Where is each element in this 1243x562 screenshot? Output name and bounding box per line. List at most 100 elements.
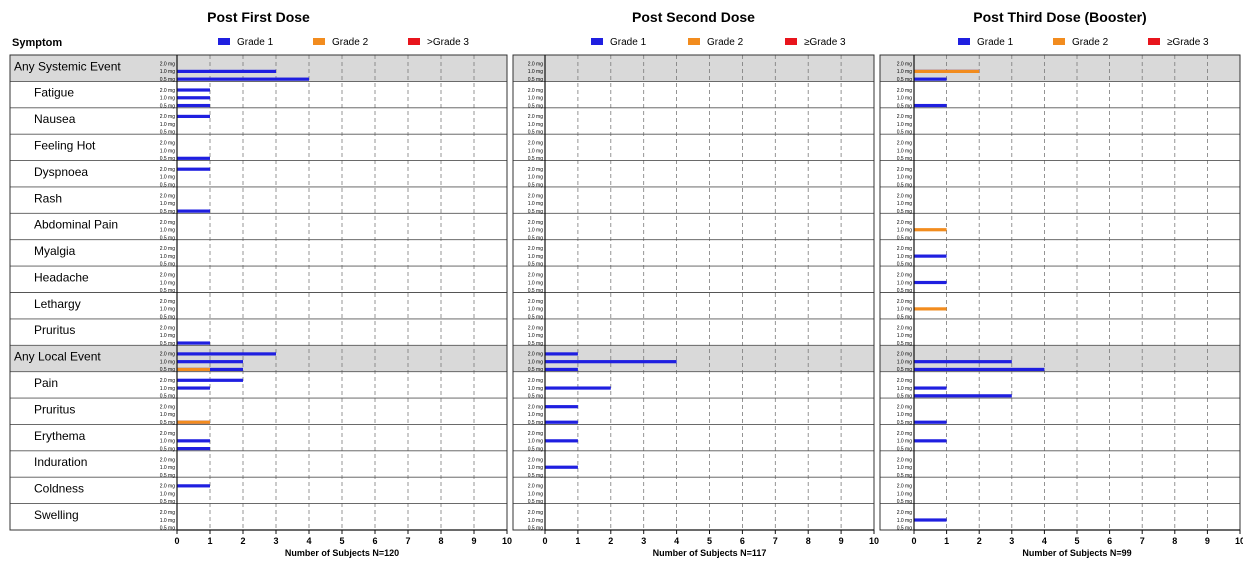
dose-label: 1.0 mg	[160, 333, 176, 339]
dose-label: 0.5 mg	[528, 235, 544, 241]
dose-label: 0.5 mg	[160, 262, 176, 268]
dose-label: 1.0 mg	[897, 228, 913, 234]
bar-0	[545, 405, 578, 409]
dose-label: 0.5 mg	[528, 183, 544, 189]
dose-label: 2.0 mg	[160, 167, 176, 173]
bar-0	[545, 360, 677, 364]
dose-label: 0.5 mg	[897, 367, 913, 373]
dose-label: 2.0 mg	[897, 193, 913, 199]
dose-label: 0.5 mg	[897, 526, 913, 532]
dose-label: 2.0 mg	[528, 484, 544, 490]
x-tick-label: 4	[674, 536, 679, 546]
bar-0	[545, 439, 578, 443]
symptom-label: Coldness	[34, 482, 84, 496]
dose-label: 2.0 mg	[528, 404, 544, 410]
dose-label: 1.0 mg	[160, 122, 176, 128]
dose-label: 1.0 mg	[897, 465, 913, 471]
dose-label: 1.0 mg	[160, 175, 176, 181]
dose-label: 1.0 mg	[897, 122, 913, 128]
dose-label: 1.0 mg	[528, 122, 544, 128]
dose-label: 2.0 mg	[528, 431, 544, 437]
bar-0	[177, 352, 276, 356]
dose-label: 2.0 mg	[528, 114, 544, 120]
x-tick-label: 9	[1205, 536, 1210, 546]
legend-swatch	[958, 38, 970, 45]
symptom-label: Headache	[34, 270, 89, 284]
x-tick-label: 1	[207, 536, 212, 546]
legend-label: Grade 2	[332, 37, 369, 48]
bar-0	[914, 77, 947, 81]
dose-label: 1.0 mg	[160, 96, 176, 102]
dose-label: 1.0 mg	[897, 386, 913, 392]
dose-label: 1.0 mg	[160, 228, 176, 234]
legend-swatch	[218, 38, 230, 45]
x-tick-label: 9	[471, 536, 476, 546]
dose-label: 2.0 mg	[160, 61, 176, 67]
x-tick-label: 6	[740, 536, 745, 546]
x-tick-label: 0	[542, 536, 547, 546]
dose-label: 1.0 mg	[897, 307, 913, 313]
x-tick-label: 7	[1140, 536, 1145, 546]
dose-label: 2.0 mg	[528, 61, 544, 67]
symptom-label: Any Systemic Event	[14, 59, 121, 73]
summary-row-shading	[513, 55, 874, 82]
dose-label: 0.5 mg	[897, 130, 913, 136]
dose-label: 2.0 mg	[160, 220, 176, 226]
dose-label: 1.0 mg	[160, 280, 176, 286]
summary-row-shading	[880, 345, 1240, 372]
symptom-label: Lethargy	[34, 297, 81, 311]
dose-label: 1.0 mg	[160, 307, 176, 313]
dose-label: 2.0 mg	[528, 220, 544, 226]
dose-label: 0.5 mg	[897, 235, 913, 241]
dose-label: 1.0 mg	[528, 69, 544, 75]
symptom-label: Abdominal Pain	[34, 218, 118, 232]
bar-0	[177, 446, 210, 451]
legend-swatch	[1148, 38, 1160, 45]
bar-0	[914, 386, 947, 390]
summary-row-shading	[513, 345, 874, 372]
x-tick-label: 1	[944, 536, 949, 546]
bar-0	[914, 518, 947, 522]
legend-swatch	[785, 38, 797, 45]
bar-0	[545, 352, 578, 356]
dose-label: 2.0 mg	[897, 378, 913, 384]
dose-label: 2.0 mg	[897, 299, 913, 305]
legend-label: ≥Grade 3	[804, 37, 846, 48]
dose-label: 2.0 mg	[528, 88, 544, 94]
dose-label: 2.0 mg	[897, 141, 913, 147]
dose-label: 2.0 mg	[528, 273, 544, 279]
dose-label: 0.5 mg	[528, 367, 544, 373]
dose-label: 2.0 mg	[160, 141, 176, 147]
dose-label: 0.5 mg	[160, 130, 176, 136]
dose-label: 1.0 mg	[528, 333, 544, 339]
dose-label: 0.5 mg	[160, 183, 176, 189]
dose-label: 0.5 mg	[160, 473, 176, 479]
legend-swatch	[408, 38, 420, 45]
dose-label: 0.5 mg	[160, 209, 176, 215]
dose-label: 1.0 mg	[160, 386, 176, 392]
dose-label: 0.5 mg	[528, 314, 544, 320]
panel-title: Post First Dose	[207, 9, 310, 25]
bar-0	[177, 484, 210, 488]
dose-label: 2.0 mg	[897, 61, 913, 67]
dose-label: 1.0 mg	[897, 69, 913, 75]
dose-label: 1.0 mg	[897, 333, 913, 339]
x-tick-label: 2	[977, 536, 982, 546]
x-tick-label: 9	[839, 536, 844, 546]
summary-row-shading	[10, 345, 507, 372]
bar-0	[177, 96, 210, 100]
dose-label: 1.0 mg	[897, 518, 913, 524]
dose-label: 1.0 mg	[897, 491, 913, 497]
dose-label: 0.5 mg	[528, 420, 544, 426]
dose-label: 0.5 mg	[160, 288, 176, 294]
bar-0	[177, 209, 210, 213]
bar-1	[177, 367, 210, 372]
dose-label: 0.5 mg	[160, 420, 176, 426]
dose-label: 1.0 mg	[528, 412, 544, 418]
dose-label: 0.5 mg	[897, 314, 913, 320]
bar-0	[914, 439, 947, 443]
dose-label: 1.0 mg	[528, 465, 544, 471]
dose-label: 1.0 mg	[897, 280, 913, 286]
bar-0	[914, 420, 947, 424]
